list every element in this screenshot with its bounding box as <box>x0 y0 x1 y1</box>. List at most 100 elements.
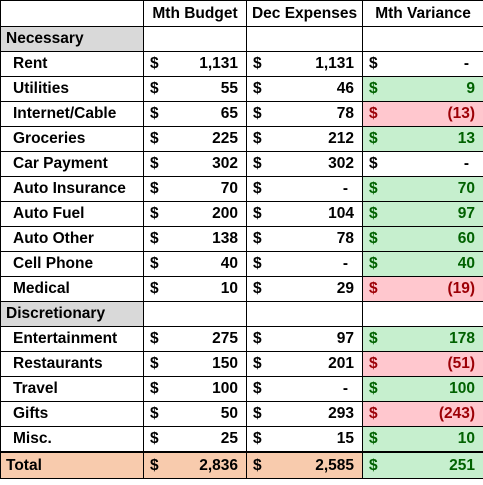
variance-currency[interactable]: $ <box>362 101 388 127</box>
budget-value[interactable]: 65 <box>168 101 248 127</box>
variance-value[interactable]: 97 <box>387 201 483 227</box>
section-budget-blank[interactable] <box>142 26 248 52</box>
expenses-value[interactable]: 212 <box>271 126 364 152</box>
budget-value[interactable]: 55 <box>168 76 248 102</box>
expenses-currency[interactable]: $ <box>246 351 272 377</box>
expenses-currency[interactable]: $ <box>246 326 272 352</box>
section-expenses-blank[interactable] <box>246 26 364 52</box>
row-label[interactable]: Utilities <box>0 76 144 102</box>
expenses-value[interactable]: 29 <box>271 276 364 302</box>
header-variance[interactable]: Mth Variance <box>362 0 483 27</box>
expenses-currency[interactable]: $ <box>246 76 272 102</box>
budget-currency[interactable]: $ <box>143 276 169 302</box>
expenses-value[interactable]: - <box>271 176 364 202</box>
row-label[interactable]: Entertainment <box>0 326 144 352</box>
variance-value[interactable]: 13 <box>387 126 483 152</box>
expenses-value[interactable]: 201 <box>271 351 364 377</box>
section-title[interactable]: Necessary <box>0 26 144 52</box>
variance-value[interactable]: (51) <box>387 351 483 377</box>
variance-currency[interactable]: $ <box>362 151 388 177</box>
budget-currency[interactable]: $ <box>143 101 169 127</box>
budget-value[interactable]: 10 <box>168 276 248 302</box>
variance-value[interactable]: 9 <box>387 76 483 102</box>
expenses-value[interactable]: 46 <box>271 76 364 102</box>
total-variance-value[interactable]: 251 <box>387 451 483 479</box>
expenses-currency[interactable]: $ <box>246 176 272 202</box>
total-label[interactable]: Total <box>0 451 144 479</box>
expenses-currency[interactable]: $ <box>246 401 272 427</box>
budget-currency[interactable]: $ <box>143 126 169 152</box>
budget-value[interactable]: 150 <box>168 351 248 377</box>
variance-currency[interactable]: $ <box>362 401 388 427</box>
budget-value[interactable]: 138 <box>168 226 248 252</box>
expenses-currency[interactable]: $ <box>246 276 272 302</box>
variance-value[interactable]: (19) <box>387 276 483 302</box>
variance-currency[interactable]: $ <box>362 376 388 402</box>
variance-value[interactable]: 60 <box>387 226 483 252</box>
variance-value[interactable]: 40 <box>387 251 483 277</box>
section-variance-blank[interactable] <box>362 26 483 52</box>
budget-currency[interactable]: $ <box>143 51 169 77</box>
expenses-value[interactable]: 78 <box>271 226 364 252</box>
row-label[interactable]: Auto Fuel <box>0 201 144 227</box>
header-expenses[interactable]: Dec Expenses <box>246 0 364 27</box>
expenses-value[interactable]: 302 <box>271 151 364 177</box>
expenses-currency[interactable]: $ <box>246 226 272 252</box>
variance-value[interactable]: 100 <box>387 376 483 402</box>
expenses-value[interactable]: 15 <box>271 426 364 453</box>
header-corner-cell[interactable] <box>0 0 144 27</box>
total-budget-value[interactable]: 2,836 <box>168 451 248 479</box>
variance-value[interactable]: 10 <box>387 426 483 453</box>
total-expenses-currency[interactable]: $ <box>246 451 272 479</box>
expenses-currency[interactable]: $ <box>246 376 272 402</box>
budget-value[interactable]: 200 <box>168 201 248 227</box>
expenses-value[interactable]: - <box>271 251 364 277</box>
budget-value[interactable]: 100 <box>168 376 248 402</box>
variance-currency[interactable]: $ <box>362 201 388 227</box>
variance-currency[interactable]: $ <box>362 51 388 77</box>
total-budget-currency[interactable]: $ <box>143 451 169 479</box>
budget-currency[interactable]: $ <box>143 401 169 427</box>
variance-currency[interactable]: $ <box>362 326 388 352</box>
row-label[interactable]: Auto Insurance <box>0 176 144 202</box>
variance-value[interactable]: (13) <box>387 101 483 127</box>
budget-currency[interactable]: $ <box>143 376 169 402</box>
budget-value[interactable]: 225 <box>168 126 248 152</box>
budget-currency[interactable]: $ <box>143 326 169 352</box>
budget-currency[interactable]: $ <box>143 151 169 177</box>
variance-currency[interactable]: $ <box>362 251 388 277</box>
variance-currency[interactable]: $ <box>362 426 388 453</box>
variance-value[interactable]: 70 <box>387 176 483 202</box>
budget-value[interactable]: 275 <box>168 326 248 352</box>
row-label[interactable]: Rent <box>0 51 144 77</box>
budget-currency[interactable]: $ <box>143 251 169 277</box>
variance-currency[interactable]: $ <box>362 226 388 252</box>
budget-currency[interactable]: $ <box>143 426 169 453</box>
section-expenses-blank[interactable] <box>246 301 364 327</box>
budget-value[interactable]: 50 <box>168 401 248 427</box>
expenses-currency[interactable]: $ <box>246 126 272 152</box>
expenses-value[interactable]: 1,131 <box>271 51 364 77</box>
header-budget[interactable]: Mth Budget <box>142 0 248 27</box>
budget-value[interactable]: 302 <box>168 151 248 177</box>
expenses-currency[interactable]: $ <box>246 426 272 453</box>
budget-value[interactable]: 1,131 <box>168 51 248 77</box>
variance-currency[interactable]: $ <box>362 126 388 152</box>
variance-value[interactable]: - <box>387 151 483 177</box>
expenses-value[interactable]: 104 <box>271 201 364 227</box>
variance-currency[interactable]: $ <box>362 76 388 102</box>
budget-value[interactable]: 40 <box>168 251 248 277</box>
expenses-value[interactable]: 293 <box>271 401 364 427</box>
expenses-value[interactable]: 97 <box>271 326 364 352</box>
expenses-value[interactable]: - <box>271 376 364 402</box>
budget-currency[interactable]: $ <box>143 201 169 227</box>
budget-currency[interactable]: $ <box>143 226 169 252</box>
row-label[interactable]: Restaurants <box>0 351 144 377</box>
total-expenses-value[interactable]: 2,585 <box>271 451 364 479</box>
row-label[interactable]: Internet/Cable <box>0 101 144 127</box>
budget-currency[interactable]: $ <box>143 76 169 102</box>
expenses-currency[interactable]: $ <box>246 201 272 227</box>
expenses-currency[interactable]: $ <box>246 101 272 127</box>
section-budget-blank[interactable] <box>142 301 248 327</box>
row-label[interactable]: Groceries <box>0 126 144 152</box>
